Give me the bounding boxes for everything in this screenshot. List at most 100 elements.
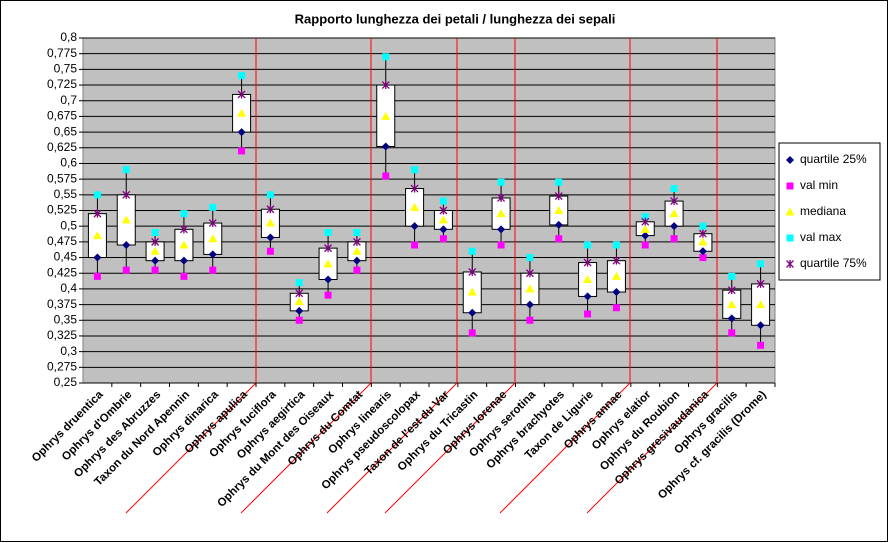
marker-min xyxy=(641,241,649,249)
marker-max xyxy=(612,241,620,249)
separator xyxy=(499,382,631,514)
y-tick-label: 0,35 xyxy=(54,312,78,326)
marker-median xyxy=(237,108,247,117)
marker-q75 xyxy=(179,225,188,234)
marker-q25 xyxy=(756,321,765,330)
marker-median xyxy=(756,300,766,309)
y-tick-label: 0,3 xyxy=(60,344,77,358)
marker-median xyxy=(179,240,189,249)
marker-q75 xyxy=(525,269,534,278)
marker-median xyxy=(265,218,275,227)
marker-max xyxy=(238,72,246,80)
marker-q25 xyxy=(179,256,188,265)
marker-median xyxy=(554,206,564,214)
marker-min xyxy=(411,241,419,249)
y-tick-label: 0,6 xyxy=(60,156,77,170)
marker-median xyxy=(611,271,621,280)
marker-median xyxy=(467,287,477,296)
y-tick-label: 0,7 xyxy=(60,93,77,107)
marker-min xyxy=(353,266,361,274)
marker-median xyxy=(208,234,218,243)
marker-median xyxy=(496,209,506,218)
marker-max xyxy=(699,222,707,230)
marker-min xyxy=(757,341,765,349)
y-tick-label: 0,325 xyxy=(47,328,77,342)
marker-q75 xyxy=(497,193,506,202)
y-tick-label: 0,25 xyxy=(54,375,78,389)
marker-q25 xyxy=(381,142,390,151)
group-separators xyxy=(125,38,718,514)
marker-q25 xyxy=(208,250,217,259)
marker-min xyxy=(151,266,159,274)
marker-q75 xyxy=(612,256,621,265)
y-tick-label: 0,75 xyxy=(54,62,78,76)
marker-max xyxy=(641,213,649,221)
marker-median xyxy=(727,300,737,309)
marker-q25 xyxy=(554,220,563,229)
marker-min xyxy=(209,266,217,274)
marker-q25 xyxy=(410,222,419,231)
y-tick-label: 0,45 xyxy=(54,250,78,264)
marker-median xyxy=(381,111,391,120)
marker-max xyxy=(584,241,592,249)
marker-q75 xyxy=(698,229,707,238)
marker-max xyxy=(555,178,563,186)
marker-min xyxy=(497,241,505,249)
marker-max xyxy=(670,185,678,193)
marker-q75 xyxy=(237,90,246,99)
legend-entry: quartile 75% xyxy=(786,256,867,270)
marker-max xyxy=(295,279,303,287)
marker-max xyxy=(757,260,765,268)
marker-max xyxy=(497,178,505,186)
legend-marker xyxy=(785,207,795,216)
legend-label: mediana xyxy=(800,204,846,218)
legend-entry: quartile 25% xyxy=(786,152,867,166)
legend-marker xyxy=(786,182,794,190)
marker-q25 xyxy=(468,308,477,317)
marker-max xyxy=(266,191,274,199)
marker-min xyxy=(295,316,303,324)
legend-label: val max xyxy=(800,230,841,244)
marker-q25 xyxy=(324,275,333,284)
marker-max xyxy=(353,228,361,236)
separator xyxy=(586,382,718,514)
legend-entry: val min xyxy=(786,178,838,192)
marker-min xyxy=(266,247,274,255)
marker-min xyxy=(468,329,476,337)
marker-q25 xyxy=(151,256,160,265)
marker-min xyxy=(728,329,736,337)
separator xyxy=(125,382,257,514)
separator xyxy=(240,382,372,514)
marker-q25 xyxy=(352,256,361,265)
marker-max xyxy=(382,53,390,61)
legend-label: quartile 25% xyxy=(800,152,867,166)
marker-median xyxy=(410,202,420,211)
y-tick-label: 0,425 xyxy=(47,265,77,279)
marker-min xyxy=(439,235,447,243)
legend-label: quartile 75% xyxy=(800,256,867,270)
y-tick-label: 0,525 xyxy=(47,203,77,217)
marker-min xyxy=(699,254,707,262)
marker-median xyxy=(525,284,535,293)
marker-median xyxy=(698,237,708,246)
marker-max xyxy=(180,210,188,218)
y-tick-label: 0,375 xyxy=(47,297,77,311)
marker-q25 xyxy=(122,241,131,249)
marker-q75 xyxy=(554,192,563,201)
marker-max xyxy=(439,197,447,205)
marker-q25 xyxy=(237,128,246,137)
marker-q75 xyxy=(670,197,679,206)
separator xyxy=(326,382,458,514)
y-tick-label: 0,775 xyxy=(47,46,77,60)
marker-max xyxy=(122,166,130,174)
marker-q75 xyxy=(266,205,275,214)
marker-q75 xyxy=(208,219,217,228)
marker-median xyxy=(92,231,102,240)
marker-q75 xyxy=(468,267,477,276)
marker-q75 xyxy=(122,190,131,199)
marker-min xyxy=(324,291,332,299)
marker-q75 xyxy=(381,81,390,90)
marker-min xyxy=(526,316,534,324)
marker-q75 xyxy=(756,279,765,288)
